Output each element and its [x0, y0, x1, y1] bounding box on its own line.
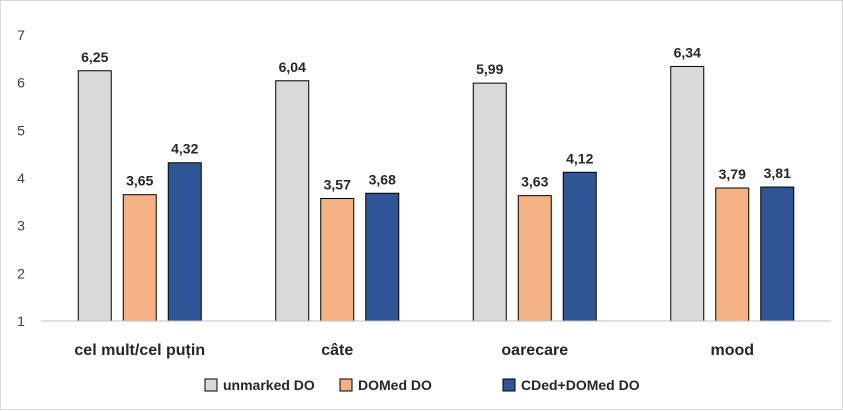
data-label: 3,57	[324, 176, 351, 192]
data-label: 3,63	[521, 174, 548, 190]
data-label: 6,34	[674, 44, 701, 60]
data-label: 5,99	[476, 61, 503, 77]
data-label: 6,25	[81, 49, 108, 65]
x-axis: cel mult/cel puțin câte oarecare mood	[41, 320, 831, 359]
y-tick-label: 5	[17, 122, 25, 138]
bar-unmarked	[670, 65, 705, 322]
bar-domed	[122, 194, 157, 322]
data-label: 6,04	[279, 59, 306, 75]
legend: unmarked DO DOMed DO CDed+DOMed DO	[204, 377, 640, 393]
y-tick-label: 6	[17, 75, 25, 91]
category-label: oarecare	[501, 342, 568, 359]
data-label: 3,79	[719, 166, 746, 182]
y-tick-label: 1	[17, 313, 25, 329]
legend-swatch	[204, 378, 218, 392]
data-label: 3,68	[369, 171, 396, 187]
y-tick-label: 2	[17, 265, 25, 281]
data-labels: 6,25 3,65 4,32 6,04 3,57 3,68 5,99 3,63 4,12 6,34…	[81, 44, 791, 192]
data-label: 3,65	[126, 173, 153, 189]
bar-domed	[517, 195, 552, 322]
category-label: cel mult/cel puțin	[74, 342, 205, 359]
bar-cded-domed	[760, 186, 795, 322]
bar-cded-domed	[167, 162, 202, 322]
bar-unmarked	[77, 70, 112, 322]
legend-label: CDed+DOMed DO	[521, 377, 640, 393]
y-tick-label: 3	[17, 218, 25, 234]
bar-unmarked	[472, 82, 507, 322]
bars	[77, 65, 795, 322]
bar-domed	[715, 187, 750, 322]
data-label: 4,12	[566, 150, 593, 166]
bar-domed	[320, 197, 355, 322]
bar-cded-domed	[562, 171, 597, 322]
legend-swatch	[502, 378, 516, 392]
data-label: 3,81	[764, 165, 791, 181]
y-axis: 1 2 3 4 5 6 7	[17, 27, 25, 329]
data-label: 4,32	[171, 141, 198, 157]
legend-swatch	[339, 378, 353, 392]
category-label: câte	[321, 342, 353, 359]
legend-label: unmarked DO	[223, 377, 315, 393]
y-tick-label: 4	[17, 170, 25, 186]
bar-cded-domed	[365, 192, 400, 322]
legend-label: DOMed DO	[358, 377, 432, 393]
category-label: mood	[710, 342, 754, 359]
y-tick-label: 7	[17, 27, 25, 43]
bar-unmarked	[275, 80, 310, 322]
